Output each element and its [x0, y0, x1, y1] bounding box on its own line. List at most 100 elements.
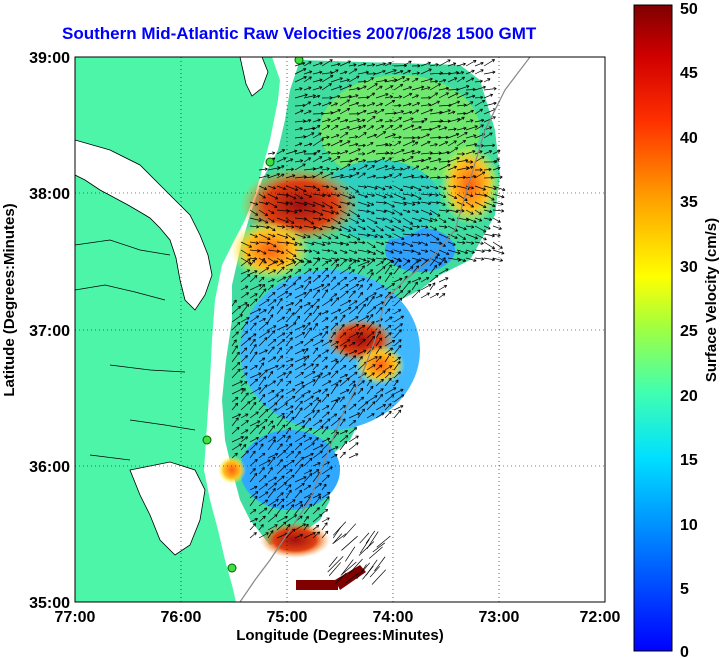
vector-arrow [339, 60, 351, 67]
vector-arrow [249, 249, 261, 253]
vector-arrow [366, 149, 376, 155]
vector-arrow [285, 450, 295, 459]
vector-arrow [438, 257, 446, 267]
vector-arrow [321, 310, 329, 315]
vector-arrow [420, 209, 433, 216]
vector-arrow [483, 248, 492, 253]
vector-arrow [328, 556, 338, 568]
vector-arrow [330, 282, 341, 291]
vector-arrow [294, 299, 303, 307]
vector-arrow [249, 275, 258, 283]
vector-arrow [420, 61, 431, 67]
vector-arrow [285, 499, 296, 507]
vector-arrow [348, 283, 360, 291]
vector-arrow [321, 217, 331, 222]
vector-arrow [456, 76, 466, 83]
vector-arrow [258, 318, 266, 323]
vector-arrow [438, 92, 449, 99]
vector-arrow [357, 62, 367, 67]
vector-arrow [249, 450, 256, 459]
vector-arrow [285, 514, 298, 523]
vector-arrow [348, 257, 361, 263]
vector-arrow [375, 165, 388, 171]
vector-arrow [420, 166, 430, 171]
vector-arrow [420, 133, 430, 139]
vector-arrow [357, 201, 371, 207]
vector-arrow [276, 266, 285, 275]
vector-arrow [312, 138, 324, 147]
vector-arrow [285, 322, 297, 331]
vector-arrow [402, 209, 411, 214]
vector-arrow [348, 306, 359, 315]
vector-arrow [330, 360, 339, 371]
vector-arrow [465, 233, 478, 240]
vector-arrow [303, 118, 312, 123]
vector-arrow [276, 225, 286, 229]
vector-arrow [357, 85, 367, 91]
vector-arrow [258, 419, 268, 427]
vector-arrow [348, 427, 358, 435]
vector-arrow [267, 172, 281, 179]
vector-arrow [321, 474, 330, 483]
vector-arrow [474, 85, 486, 91]
vector-arrow [321, 517, 330, 523]
vector-arrow [393, 185, 404, 192]
vector-arrow [303, 86, 312, 91]
vector-arrow [267, 408, 277, 419]
vector-arrow [402, 185, 414, 190]
vector-arrow [438, 163, 451, 171]
vector-arrow [375, 393, 384, 403]
vector-arrow [258, 475, 267, 483]
vector-arrow [357, 408, 365, 419]
vector-arrow [294, 463, 304, 475]
vector-arrow [285, 504, 295, 515]
vector-arrow [276, 165, 285, 171]
vector-arrow [276, 297, 283, 307]
vector-arrow [249, 241, 259, 245]
vector-arrow [429, 79, 439, 84]
vector-arrow [339, 299, 352, 307]
vector-arrow [384, 157, 392, 163]
vector-arrow [330, 297, 340, 307]
vector-arrow [312, 469, 320, 475]
vector-arrow [312, 462, 321, 467]
vector-arrow [411, 201, 421, 205]
vector-arrow [285, 174, 296, 179]
vector-arrow [371, 569, 386, 585]
vector-arrow [321, 330, 329, 339]
vector-arrow [393, 329, 402, 339]
vector-arrow [411, 185, 422, 191]
vector-arrow [366, 77, 374, 83]
vector-arrow [294, 523, 306, 531]
vector-arrow [456, 62, 466, 67]
vector-arrow [348, 277, 358, 283]
vector-arrow [285, 312, 295, 323]
vector-arrow [267, 390, 275, 395]
vector-arrow [276, 324, 289, 331]
vector-arrow [375, 193, 387, 199]
vector-arrow [321, 101, 332, 107]
vector-arrow [483, 167, 492, 172]
vector-arrow [312, 397, 320, 403]
vector-arrow [285, 249, 297, 258]
vector-arrow [384, 403, 392, 411]
vector-arrow [240, 269, 251, 275]
colorbar-tick-label: 20 [680, 388, 698, 405]
vector-arrow [420, 269, 428, 275]
vector-arrow [384, 377, 392, 387]
vector-arrow [258, 491, 269, 499]
vector-arrow [321, 365, 328, 371]
vector-arrow [339, 241, 350, 246]
vector-arrow [294, 68, 307, 75]
vector-arrow [303, 402, 313, 411]
vector-arrow [402, 149, 415, 155]
vector-arrow [321, 405, 330, 411]
vector-arrow [276, 347, 283, 355]
vector-arrow [393, 290, 404, 299]
vector-arrow [294, 193, 304, 200]
vector-arrow [348, 380, 356, 387]
vector-arrow [312, 156, 323, 163]
vector-arrow [267, 193, 279, 200]
vector-arrow [411, 77, 419, 83]
vector-arrow [420, 225, 429, 229]
